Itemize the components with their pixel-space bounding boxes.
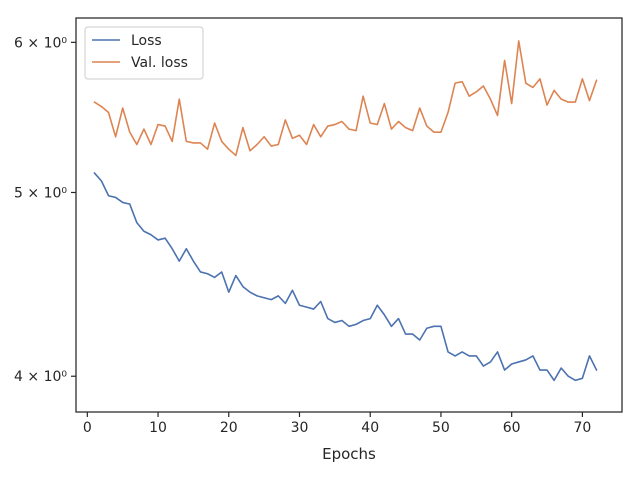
x-tick-label: 70: [573, 420, 591, 436]
legend: Loss Val. loss: [84, 26, 204, 80]
y-tick-label: 5 × 10⁰: [14, 185, 67, 201]
plot-frame: [75, 17, 623, 413]
x-tick-label: 50: [432, 420, 450, 436]
y-tick-label: 4 × 10⁰: [14, 369, 67, 385]
x-tick-label: 20: [220, 420, 238, 436]
x-tick-label: 60: [503, 420, 521, 436]
legend-label: Val. loss: [131, 55, 188, 71]
series-line-loss: [93, 172, 598, 382]
x-tick-label: 30: [291, 420, 309, 436]
series-layer: [93, 40, 598, 382]
x-tick-label: 0: [83, 420, 92, 436]
x-axis-label: Epochs: [322, 445, 376, 463]
y-tick-label: 6 × 10⁰: [14, 35, 67, 51]
series-line-val-loss: [93, 40, 598, 157]
x-tick-label: 10: [149, 420, 167, 436]
axis-ticks: 0 10 20 30 40 50 60 70 4 × 10⁰ 5 × 10⁰ 6 × 10⁰: [14, 35, 591, 436]
x-tick-label: 40: [361, 420, 379, 436]
legend-label: Loss: [131, 33, 162, 49]
